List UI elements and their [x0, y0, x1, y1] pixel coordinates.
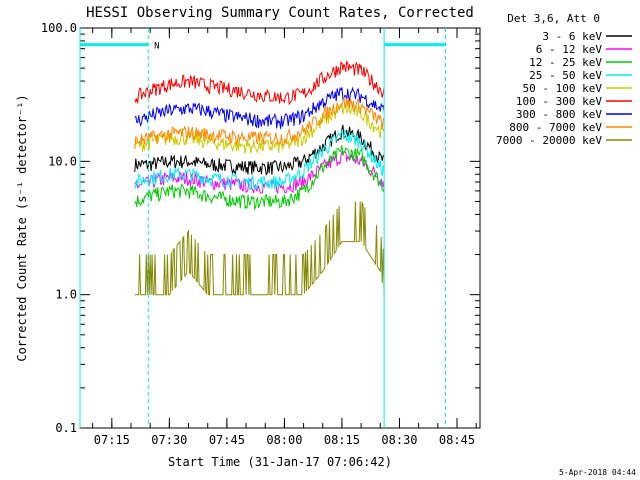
x-tick-label: 07:45: [209, 433, 245, 447]
legend-label: 800 - 7000 keV: [509, 121, 602, 134]
x-tick-label: 08:00: [266, 433, 302, 447]
series-line: [134, 145, 385, 211]
legend-label: 300 - 800 keV: [516, 108, 602, 121]
series-line: [134, 96, 385, 149]
y-tick-label: 1.0: [55, 288, 77, 302]
legend-label: 3 - 6 keV: [542, 30, 602, 43]
night-label: N: [154, 42, 159, 52]
chart-title: HESSI Observing Summary Count Rates, Cor…: [86, 5, 474, 21]
legend-title: Det 3,6, Att 0: [507, 12, 600, 25]
footer-timestamp: 5-Apr-2018 04:44: [559, 468, 636, 477]
legend-label: 100 - 300 keV: [516, 95, 602, 108]
y-tick-label: 10.0: [48, 154, 77, 168]
x-axis-label: Start Time (31-Jan-17 07:06:42): [168, 455, 392, 469]
series-line: [134, 129, 385, 192]
series-line: [134, 124, 385, 176]
x-tick-label: 08:15: [324, 433, 360, 447]
legend-label: 50 - 100 keV: [523, 82, 603, 95]
series-line: [134, 60, 385, 106]
legend-label: 25 - 50 keV: [529, 69, 602, 82]
x-tick-label: 08:30: [381, 433, 417, 447]
y-axis-label: Corrected Count Rate (s⁻¹ detector⁻¹): [15, 94, 29, 361]
y-tick-label: 0.1: [55, 421, 77, 435]
x-tick-label: 07:30: [151, 433, 187, 447]
x-tick-label: 08:45: [439, 433, 475, 447]
plot-area: 0.1 1.0 10.0 100.0 07:15 07:30 07:45 08:00 08:15…: [41, 21, 481, 447]
x-tick-label: 07:15: [94, 433, 130, 447]
series-line: [134, 102, 385, 154]
legend-label: 7000 - 20000 keV: [496, 134, 602, 147]
series-line: [134, 201, 385, 296]
legend-label: 6 - 12 keV: [536, 43, 603, 56]
y-tick-label: 100.0: [41, 21, 77, 35]
legend-label: 12 - 25 keV: [529, 56, 602, 69]
series-line: [134, 86, 385, 129]
